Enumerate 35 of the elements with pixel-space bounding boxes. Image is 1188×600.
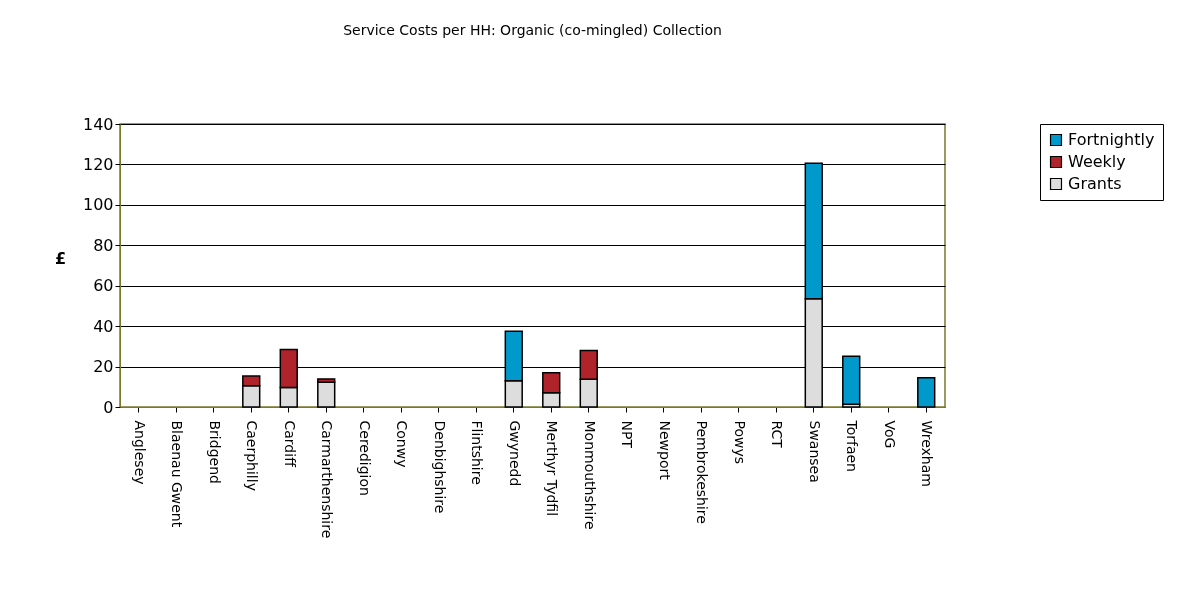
x-tick-label: Anglesey bbox=[131, 420, 148, 485]
x-tick-label: Wrexham bbox=[919, 420, 936, 487]
x-tick-label: Powys bbox=[731, 420, 748, 465]
y-tick-label: 80 bbox=[93, 235, 114, 255]
y-tick-label: 20 bbox=[93, 357, 114, 377]
x-tick-label: Cardiff bbox=[281, 420, 298, 468]
x-tick-label: RCT bbox=[769, 420, 786, 449]
x-tick-label: Ceredigion bbox=[356, 420, 373, 496]
x-tick-label: Flintshire bbox=[469, 420, 486, 485]
x-tick-label: Denbighshire bbox=[431, 420, 448, 514]
x-tick-label: Blaenau Gwent bbox=[169, 420, 186, 528]
y-tick-label: 0 bbox=[103, 397, 114, 417]
legend-label: Fortnightly bbox=[1068, 130, 1155, 149]
x-tick-label: Carmarthenshire bbox=[319, 420, 336, 539]
x-tick-label: Monmouthshire bbox=[581, 420, 598, 530]
x-tick-label: VoG bbox=[881, 420, 898, 449]
y-tick-label: 140 bbox=[82, 114, 114, 134]
x-tick-label: Caerphilly bbox=[244, 420, 261, 491]
legend-label: Grants bbox=[1068, 174, 1122, 193]
legend-label: Weekly bbox=[1068, 152, 1126, 171]
y-tick-label: 40 bbox=[93, 316, 114, 336]
x-tick-label: Merthyr Tydfil bbox=[544, 420, 561, 517]
x-tick-label: Gwynedd bbox=[506, 420, 523, 487]
y-tick-label: 100 bbox=[82, 195, 114, 215]
y-tick-label: 60 bbox=[93, 276, 114, 296]
x-tick-label: Pembrokeshire bbox=[694, 420, 711, 524]
y-tick-label: 120 bbox=[82, 154, 114, 174]
x-tick-label: NPT bbox=[619, 420, 636, 449]
x-tick-label: Newport bbox=[656, 420, 673, 481]
x-tick-label: Swansea bbox=[806, 420, 823, 483]
x-tick-label: Bridgend bbox=[206, 420, 223, 484]
x-tick-label: Conwy bbox=[394, 420, 411, 468]
chart-title: Service Costs per HH: Organic (co-mingled) Collection bbox=[343, 22, 722, 38]
x-tick-label: Torfaen bbox=[844, 419, 861, 472]
y-axis-title: £ bbox=[54, 248, 67, 268]
